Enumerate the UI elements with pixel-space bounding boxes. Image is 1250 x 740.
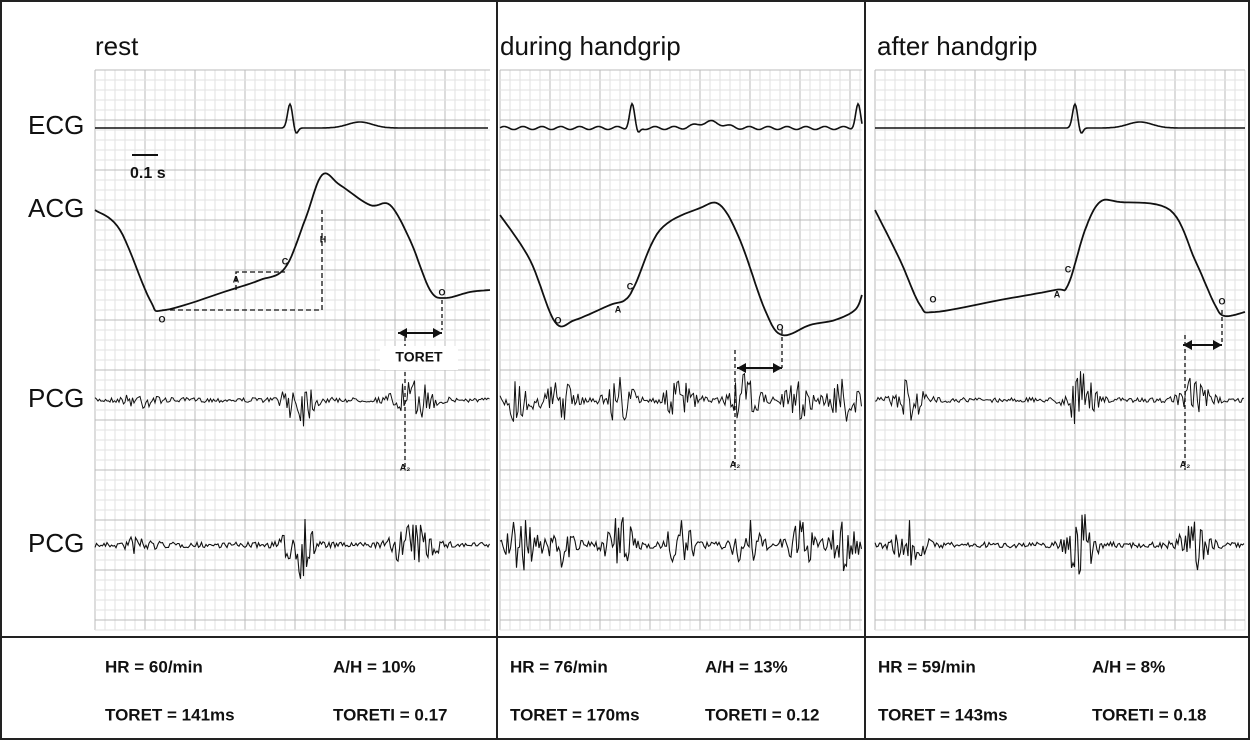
panel-title: during handgrip [500,31,681,61]
wave-point-label: A [233,274,240,284]
wave-point-label: O [554,315,561,325]
scale-label: 0.1 s [130,165,166,182]
wave-point-label: C [627,281,634,291]
panel-title: after handgrip [877,31,1037,61]
wave-point-label: A₂ [400,462,411,472]
trace-label: ACG [28,193,84,223]
table-cell: TORET = 170ms [510,705,640,724]
trace-label: PCG [28,383,84,413]
wave-point-label: O [929,294,936,304]
wave-point-label: O [158,314,165,324]
table-cell: TORET = 143ms [878,705,1008,724]
panel-title: rest [95,31,139,61]
wave-point-label: A₂ [730,459,741,469]
trace-label: PCG [28,528,84,558]
table-cell: HR = 60/min [105,657,203,676]
table-cell: TORETI = 0.18 [1092,705,1206,724]
table-cell: TORETI = 0.12 [705,705,819,724]
wave-point-label: H [320,234,327,244]
table-cell: HR = 59/min [878,657,976,676]
wave-point-label: O [776,322,783,332]
trace-label: ECG [28,110,84,140]
table-cell: A/H = 8% [1092,657,1165,676]
table-cell: A/H = 10% [333,657,416,676]
table-cell: A/H = 13% [705,657,788,676]
wave-point-label: A [1054,289,1061,299]
table-cell: TORETI = 0.17 [333,705,447,724]
wave-point-label: C [282,256,289,266]
wave-point-label: C [1065,264,1072,274]
wave-point-label: O [438,287,445,297]
table-cell: TORET = 141ms [105,705,235,724]
table-cell: HR = 76/min [510,657,608,676]
wave-point-label: A [615,304,622,314]
wave-point-label: O [1218,296,1225,306]
wave-point-label: A₂ [1180,459,1191,469]
annotation: TORET [395,349,443,365]
figure: O A C H O A₂ O A C O A₂ O A C O A₂ rest during handgrip… [0,0,1250,740]
